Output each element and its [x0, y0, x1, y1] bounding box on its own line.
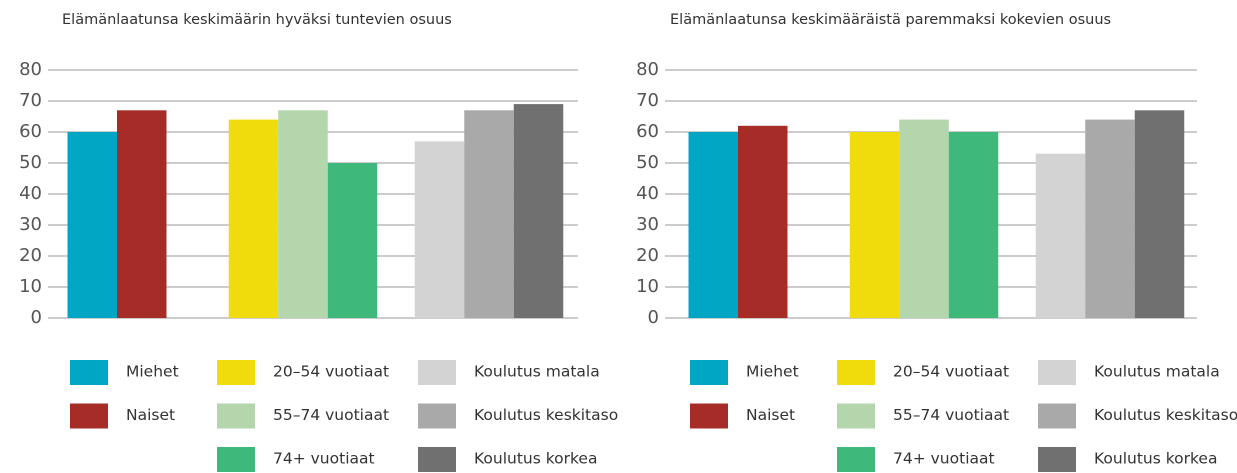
legend-label: Miehet	[126, 363, 179, 381]
legend-label: 74+ vuotiaat	[273, 450, 375, 468]
y-tick-label: 40	[636, 183, 659, 204]
legend-swatch	[70, 360, 108, 385]
legend-swatch	[217, 360, 255, 385]
bar	[464, 110, 514, 318]
legend-swatch	[1038, 403, 1076, 429]
y-tick-label: 70	[636, 90, 659, 111]
legend-swatch	[837, 403, 875, 429]
legend-label: Koulutus matala	[474, 363, 600, 381]
bar	[738, 125, 788, 318]
y-tick-label: 10	[19, 276, 42, 297]
legend-swatch	[217, 447, 255, 472]
legend-label: 20–54 vuotiaat	[273, 363, 389, 381]
legend-swatch	[418, 447, 456, 472]
legend-swatch	[418, 360, 456, 385]
bar	[278, 110, 328, 318]
bar	[899, 119, 949, 318]
legend-label: Koulutus matala	[1094, 363, 1220, 381]
bar	[849, 132, 900, 318]
y-tick-label: 0	[31, 307, 42, 328]
legend-swatch	[1038, 360, 1076, 385]
legend-label: Naiset	[126, 406, 175, 424]
y-tick-label: 50	[19, 152, 42, 173]
bar	[1035, 153, 1086, 318]
legend-label: 55–74 vuotiaat	[273, 406, 389, 424]
legend-swatch	[837, 447, 875, 472]
legend-label: 74+ vuotiaat	[893, 450, 995, 468]
y-tick-label: 80	[19, 59, 42, 80]
legend-label: Miehet	[746, 363, 799, 381]
y-tick-label: 20	[636, 245, 659, 266]
bar	[228, 119, 279, 318]
legend-label: Naiset	[746, 406, 795, 424]
legend-label: Koulutus keskitaso	[1094, 406, 1237, 424]
y-tick-label: 60	[19, 121, 42, 142]
legend-swatch	[690, 360, 728, 385]
legend-swatch	[70, 403, 108, 429]
legend-swatch	[217, 403, 255, 429]
bar	[117, 110, 167, 318]
legend-label: 20–54 vuotiaat	[893, 363, 1009, 381]
legend-swatch	[837, 360, 875, 385]
legend-label: Koulutus korkea	[1094, 450, 1217, 468]
bar	[1134, 110, 1185, 318]
y-tick-label: 30	[636, 214, 659, 235]
y-tick-label: 80	[636, 59, 659, 80]
bar	[414, 141, 465, 318]
y-tick-label: 40	[19, 183, 42, 204]
y-tick-label: 70	[19, 90, 42, 111]
legend-label: Koulutus korkea	[474, 450, 597, 468]
legend-swatch	[690, 403, 728, 429]
legend-swatch	[1038, 447, 1076, 472]
bar	[513, 104, 564, 318]
legend-swatch	[418, 403, 456, 429]
bar	[688, 132, 738, 318]
bar	[67, 132, 117, 318]
legend-label: Koulutus keskitaso	[474, 406, 618, 424]
bar	[1085, 119, 1135, 318]
chart-title: Elämänlaatunsa keskimääräistä paremmaksi…	[670, 12, 1111, 28]
bar	[327, 163, 378, 318]
y-tick-label: 0	[648, 307, 659, 328]
y-tick-label: 60	[636, 121, 659, 142]
y-tick-label: 10	[636, 276, 659, 297]
y-tick-label: 50	[636, 152, 659, 173]
y-tick-label: 30	[19, 214, 42, 235]
chart-title: Elämänlaatunsa keskimäärin hyväksi tunte…	[62, 12, 452, 28]
bar	[948, 132, 999, 318]
y-tick-label: 20	[19, 245, 42, 266]
legend-label: 55–74 vuotiaat	[893, 406, 1009, 424]
